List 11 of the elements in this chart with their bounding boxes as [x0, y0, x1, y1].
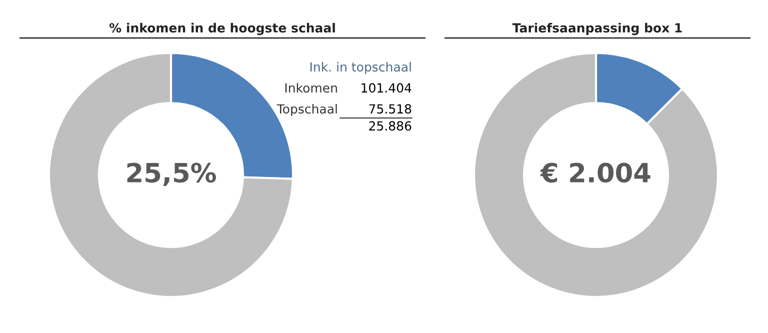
text: 75.518 — [369, 104, 412, 114]
text: Ink. in topschaal — [310, 62, 411, 74]
text: Inkomen — [285, 82, 337, 93]
text: 101.404 — [362, 83, 412, 93]
text: 25,5% — [127, 162, 216, 186]
text: Topschaal — [276, 104, 337, 116]
text: 25.886 — [369, 121, 412, 131]
text: € 2.004 — [540, 162, 650, 183]
chart-title: % inkomen in de hoogste schaal — [109, 22, 335, 36]
donut-slice — [472, 52, 720, 298]
chart-title: Tariefsaanpassing box 1 — [512, 22, 682, 36]
